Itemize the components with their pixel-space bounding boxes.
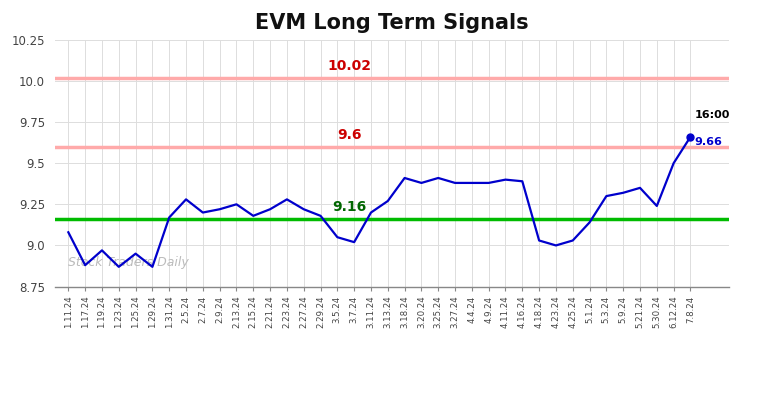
Text: Stock Traders Daily: Stock Traders Daily <box>68 256 189 269</box>
Text: 16:00: 16:00 <box>695 110 730 121</box>
Text: 9.66: 9.66 <box>695 137 723 147</box>
Text: 9.16: 9.16 <box>332 200 367 214</box>
Text: 10.02: 10.02 <box>328 59 372 73</box>
Title: EVM Long Term Signals: EVM Long Term Signals <box>255 13 529 33</box>
Text: 9.6: 9.6 <box>337 128 361 142</box>
